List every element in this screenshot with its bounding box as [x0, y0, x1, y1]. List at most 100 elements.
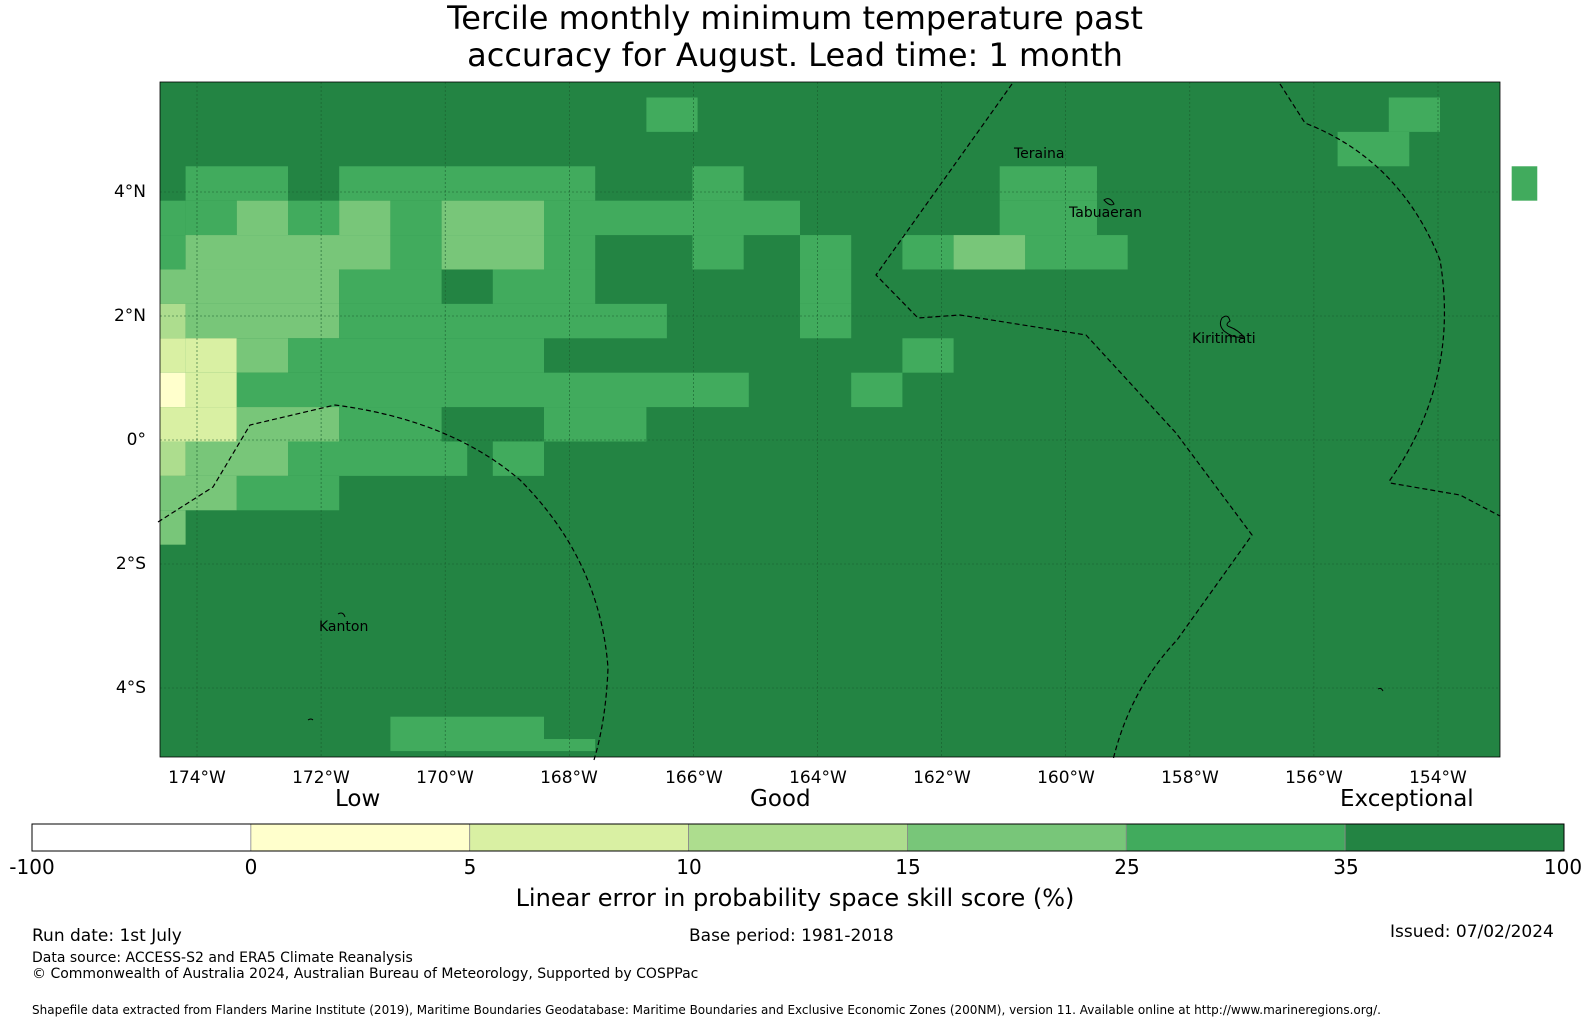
skill-cell [160, 372, 186, 408]
skill-cell [544, 200, 800, 236]
colorbar-outline [31, 823, 1565, 852]
colorbar-category-good: Good [750, 786, 811, 812]
skill-cell [185, 166, 288, 201]
skill-cell [999, 200, 1097, 236]
skill-cell [902, 235, 954, 270]
colorbar-tick-label: 0 [244, 855, 258, 879]
eez-line-east [1279, 83, 1501, 517]
island-kanton-outline [337, 612, 346, 618]
colorbar-category-exceptional: Exceptional [1340, 786, 1474, 812]
skill-cell [236, 372, 749, 408]
skill-cell [288, 200, 340, 236]
skill-cell [160, 510, 186, 545]
lon-tick-174w: 174°W [168, 768, 226, 788]
skill-cell [160, 475, 237, 511]
colorbar-tick-label: 35 [1333, 855, 1359, 879]
lon-tick-168w: 168°W [540, 768, 598, 788]
skill-cell [160, 338, 186, 373]
skill-cell [953, 235, 1026, 270]
lon-tick-170w: 170°W [416, 768, 474, 788]
skill-cell [1511, 166, 1538, 201]
colorbar-segment [907, 823, 1127, 852]
skill-cell [288, 441, 468, 476]
colorbar-segment [469, 823, 689, 852]
colorbar-segment [688, 823, 908, 852]
skill-cell [339, 407, 442, 442]
skill-cell [185, 372, 237, 408]
colorbar-segment [31, 823, 252, 852]
colorbar-tick-label: 10 [676, 855, 702, 879]
base-period: Base period: 1981-2018 [689, 926, 894, 946]
data-source: Data source: ACCESS-S2 and ERA5 Climate … [32, 950, 413, 966]
skill-cell [185, 200, 237, 236]
title-line-2: accuracy for August. Lead time: 1 month [467, 36, 1123, 74]
colorbar-tick-label: 100 [1543, 855, 1583, 879]
skill-cell [339, 200, 391, 236]
colorbar-segment [1344, 823, 1565, 852]
colorbar-segment [250, 823, 471, 852]
title-line-1: Tercile monthly minimum temperature past [447, 0, 1143, 37]
lat-tick-4s: 4°S [115, 678, 146, 698]
skill-cell [160, 441, 186, 476]
skill-cell [185, 441, 288, 476]
skill-cell [236, 475, 340, 511]
skill-cell [160, 200, 186, 236]
skill-cell [236, 200, 288, 236]
skill-cell [339, 303, 667, 339]
colorbar-segment [1125, 823, 1346, 852]
skill-cell [441, 200, 544, 236]
skill-cell [800, 303, 852, 339]
place-label-tabuaeran: Tabuaeran [1069, 205, 1142, 221]
skill-cell [544, 739, 596, 752]
skill-cell [288, 338, 544, 373]
place-label-kiritimati: Kiritimati [1192, 331, 1256, 347]
skill-cell [160, 303, 186, 339]
skill-cell [185, 303, 340, 339]
run-date: Run date: 1st July [32, 926, 182, 946]
colorbar [31, 823, 1565, 852]
map-frame [159, 81, 1501, 758]
island-kiritimati-outline [1219, 315, 1245, 338]
lon-tick-172w: 172°W [292, 768, 350, 788]
skill-cell [492, 441, 544, 476]
lon-tick-162w: 162°W [913, 768, 971, 788]
place-label-kanton: Kanton [319, 619, 369, 635]
place-label-teraina: Teraina [1014, 146, 1065, 162]
skill-cell [492, 269, 596, 304]
colorbar-tick-label: 15 [895, 855, 921, 879]
skill-cell [236, 338, 288, 373]
skill-cell [390, 716, 544, 752]
skill-cell [902, 338, 954, 373]
skill-cell [1337, 131, 1410, 167]
eez-boundaries [157, 83, 1501, 761]
skill-cell [185, 338, 237, 373]
island-small-1 [307, 718, 314, 721]
island-tabuaeran-outline [1103, 198, 1115, 206]
lon-tick-160w: 160°W [1037, 768, 1095, 788]
colorbar-tick-label: -100 [9, 855, 55, 879]
skill-cell [999, 166, 1097, 201]
issued-date: Issued: 07/02/2024 [1390, 922, 1554, 942]
skill-cell [851, 372, 903, 408]
skill-cell [800, 235, 852, 270]
skill-cell [390, 200, 442, 236]
colorbar-tick-label: 5 [463, 855, 477, 879]
skill-cell [544, 407, 647, 442]
skill-cell [390, 235, 442, 270]
skill-cell [692, 166, 744, 201]
skill-cell [185, 235, 391, 270]
skill-cell [646, 97, 698, 132]
skill-cell [236, 407, 340, 442]
skill-cell [160, 407, 237, 442]
copyright: © Commonwealth of Australia 2024, Austra… [32, 966, 699, 982]
lat-tick-0: 0° [126, 430, 146, 450]
lat-tick-4n: 4°N [113, 182, 146, 202]
lon-tick-164w: 164°W [789, 768, 847, 788]
lon-tick-156w: 156°W [1285, 768, 1343, 788]
eez-line-west [157, 404, 609, 761]
colorbar-category-low: Low [335, 786, 381, 812]
skill-cell [800, 269, 852, 304]
colorbar-tick-label: 25 [1114, 855, 1140, 879]
shapefile-credit: Shapefile data extracted from Flanders M… [32, 1003, 1381, 1017]
